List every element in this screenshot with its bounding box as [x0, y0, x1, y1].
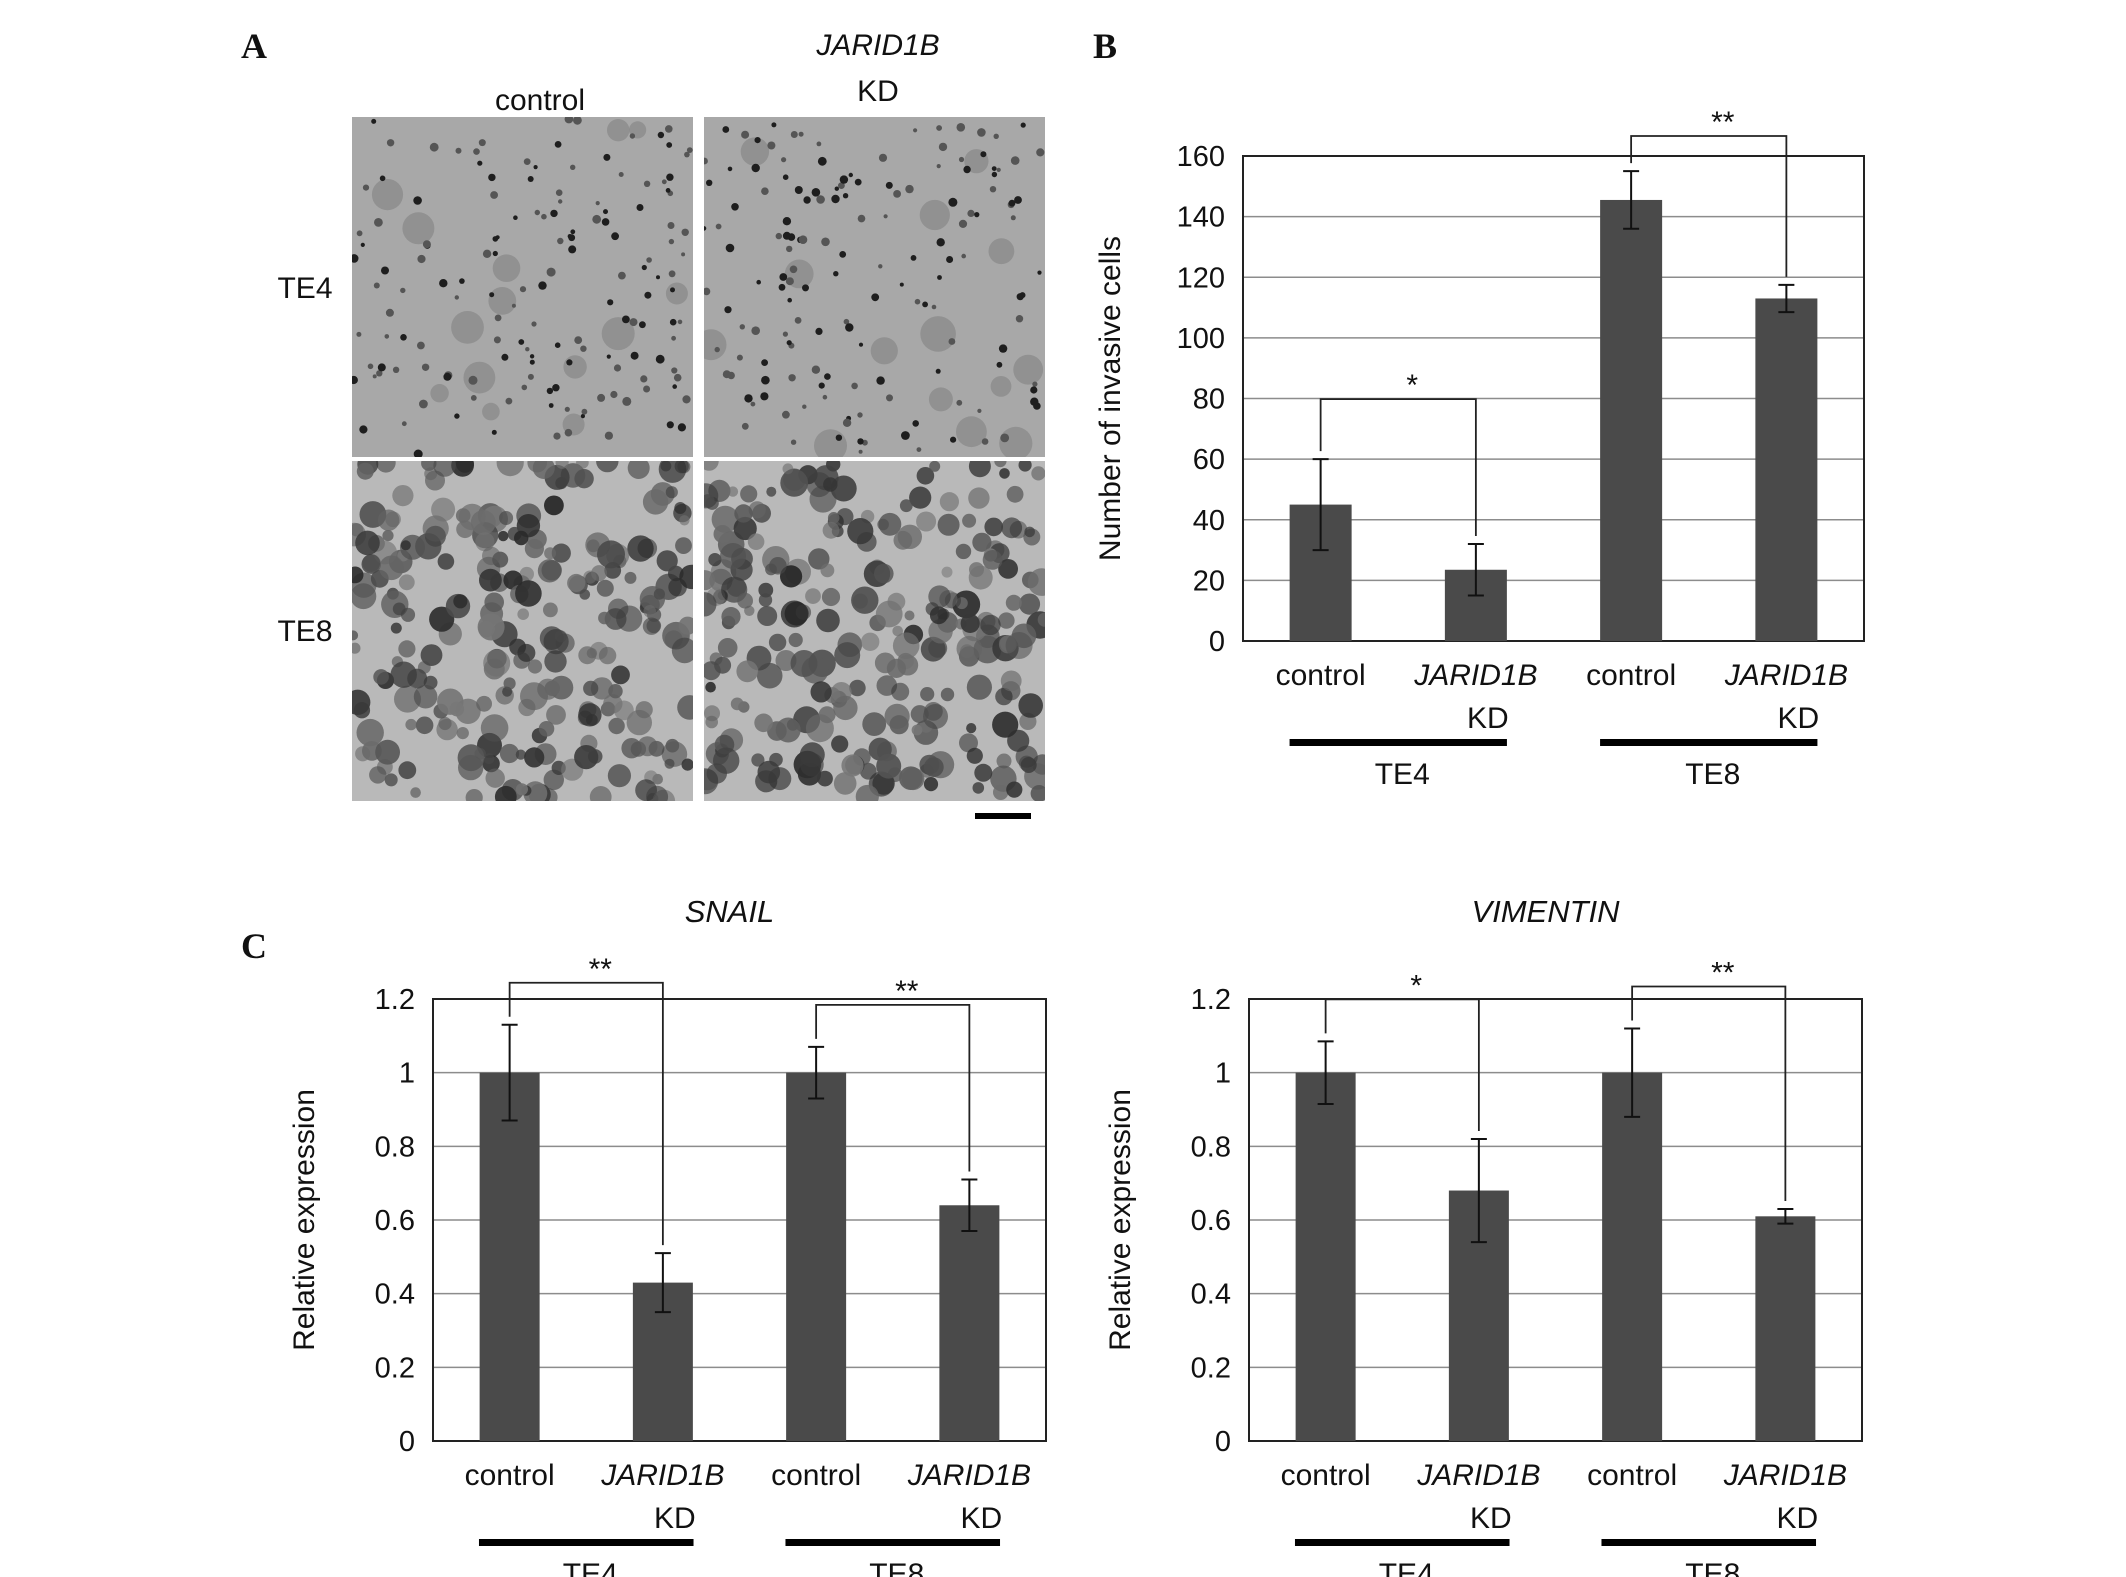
chart-b-significance-label: *: [1406, 369, 1418, 402]
chart-c-snail-ytick-label: 0.2: [375, 1352, 415, 1384]
chart-c-snail-group-bar: [785, 1539, 1001, 1546]
chart-c-vimentin-ytick-label: 1.2: [1191, 984, 1231, 1016]
chart-b-category-label: control: [1586, 659, 1676, 692]
chart-b-group-label: TE4: [1375, 758, 1430, 791]
chart-b-ytick-label: 20: [1193, 565, 1225, 597]
chart-c-vimentin-group-bar: [1294, 1539, 1510, 1546]
chart-c-snail-bar: [479, 1072, 540, 1441]
chart-c-vimentin-group-label: TE8: [1685, 1558, 1740, 1577]
chart-c-snail-category-label: JARID1B: [600, 1459, 724, 1492]
chart-c-vimentin-bar: [1448, 1190, 1509, 1441]
chart-b-plot-frame: [1242, 155, 1865, 642]
chart-c-vimentin-group-label: TE4: [1379, 1558, 1434, 1577]
chart-c-snail-group-bar: [478, 1539, 694, 1546]
chart-c-vimentin-ytick-label: 0.6: [1191, 1205, 1231, 1237]
col-label-kd-suffix: KD: [857, 75, 899, 108]
panel-c-letter: C: [241, 926, 267, 966]
chart-b-significance-bracket: [1319, 398, 1477, 536]
chart-b-ylabel: Number of invasive cells: [1094, 236, 1127, 561]
chart-b-category-label: KD: [1467, 702, 1509, 735]
chart-c-vimentin-significance-label: **: [1711, 956, 1735, 989]
chart-c-vimentin-plot-frame: [1248, 998, 1863, 1442]
chart-c-vimentin-significance-bracket: [1324, 998, 1480, 1131]
chart-c-snail-plot-frame: [432, 998, 1047, 1442]
chart-c-vimentin-ytick-label: 0: [1215, 1426, 1231, 1458]
chart-c-snail-ytick-label: 0: [399, 1426, 415, 1458]
chart-c-snail-category-label: control: [771, 1459, 861, 1492]
chart-b-category-label: JARID1B: [1724, 659, 1848, 692]
chart-c-snail-category-label: control: [465, 1459, 555, 1492]
micrograph-te4-control: [352, 117, 693, 457]
chart-c-vimentin-ytick-label: 0.4: [1191, 1279, 1231, 1311]
chart-b-category-label: JARID1B: [1413, 659, 1537, 692]
chart-c-snail-significance-bracket: [508, 981, 664, 1246]
chart-c-vimentin-category-label: JARID1B: [1723, 1459, 1847, 1492]
chart-b-ytick-label: 140: [1177, 202, 1225, 234]
chart-c-vimentin-category-label: JARID1B: [1416, 1459, 1540, 1492]
row-label-te8: TE8: [277, 615, 333, 648]
chart-c-snail-bar: [632, 1282, 693, 1441]
panel-b-letter: B: [1093, 26, 1118, 66]
chart-c-snail-group-label: TE8: [869, 1558, 924, 1577]
chart-b-ytick-label: 0: [1209, 626, 1225, 658]
chart-c-snail-ytick-label: 0.4: [375, 1279, 415, 1311]
chart-c-snail-significance-label: **: [895, 975, 919, 1008]
chart-c-snail-title: SNAIL: [685, 894, 775, 929]
chart-c-snail-ytick-label: 0.6: [375, 1205, 415, 1237]
chart-c-vimentin-title: VIMENTIN: [1471, 894, 1620, 929]
chart-c-snail-bar: [786, 1072, 847, 1441]
chart-b-category-label: KD: [1778, 702, 1820, 735]
row-label-te4: TE4: [277, 272, 333, 305]
col-label-control: control: [494, 84, 586, 117]
chart-c-vimentin-category-label: control: [1281, 1459, 1371, 1492]
chart-c-snail-category-label: JARID1B: [907, 1459, 1031, 1492]
chart-c-vimentin-ytick-label: 0.2: [1191, 1352, 1231, 1384]
micrograph-te8-kd: [704, 461, 1045, 801]
chart-c-snail-ylabel: Relative expression: [288, 1089, 321, 1351]
chart-b-ytick-label: 80: [1193, 384, 1225, 416]
panel-a-letter: A: [241, 26, 267, 66]
chart-c-vimentin-ytick-label: 0.8: [1191, 1131, 1231, 1163]
chart-c-snail-category-label: KD: [961, 1502, 1003, 1535]
chart-c-snail-category-label: KD: [654, 1502, 696, 1535]
chart-c-vimentin-ytick-label: 1: [1215, 1058, 1231, 1090]
chart-c-vimentin-category-label: KD: [1777, 1502, 1819, 1535]
chart-c-vimentin-bar: [1755, 1216, 1816, 1441]
chart-b-bar: [1600, 199, 1663, 641]
micrograph-te8-control: [352, 461, 693, 801]
chart-c-vimentin-significance-bracket: [1631, 985, 1787, 1201]
chart-c-snail-significance-bracket: [815, 1003, 971, 1172]
chart-b-bar: [1755, 298, 1818, 641]
chart-b-ytick-label: 60: [1193, 444, 1225, 476]
chart-b-significance-label: **: [1711, 106, 1735, 139]
chart-c-vimentin-category-label: KD: [1470, 1502, 1512, 1535]
chart-b-group-bar: [1289, 739, 1507, 746]
chart-b-significance-bracket: [1630, 135, 1788, 277]
chart-c-snail-significance-label: **: [589, 953, 613, 986]
chart-c-snail-ytick-label: 1: [399, 1058, 415, 1090]
chart-c-vimentin-group-bar: [1601, 1539, 1817, 1546]
col-label-kd-gene: JARID1B: [816, 29, 940, 62]
chart-c-vimentin-bar: [1602, 1072, 1663, 1441]
chart-c-vimentin-category-label: control: [1587, 1459, 1677, 1492]
chart-b-ytick-label: 100: [1177, 323, 1225, 355]
chart-c-snail-ytick-label: 1.2: [375, 984, 415, 1016]
chart-c-snail-group-label: TE4: [563, 1558, 618, 1577]
scale-bar: [975, 813, 1031, 819]
chart-c-snail-ytick-label: 0.8: [375, 1131, 415, 1163]
chart-b-ytick-label: 160: [1177, 141, 1225, 173]
chart-c-vimentin-significance-label: *: [1410, 969, 1422, 1002]
chart-b-bar: [1444, 569, 1507, 641]
chart-c-vimentin-ylabel: Relative expression: [1104, 1089, 1137, 1351]
chart-b-ytick-label: 40: [1193, 505, 1225, 537]
chart-b-group-label: TE8: [1685, 758, 1740, 791]
chart-b-group-bar: [1600, 739, 1818, 746]
chart-c-snail-bar: [939, 1205, 1000, 1441]
chart-b-bar: [1289, 504, 1352, 641]
chart-b-ytick-label: 120: [1177, 262, 1225, 294]
micrograph-te4-kd: [704, 117, 1045, 457]
chart-c-vimentin-bar: [1295, 1072, 1356, 1441]
chart-b-category-label: control: [1276, 659, 1366, 692]
